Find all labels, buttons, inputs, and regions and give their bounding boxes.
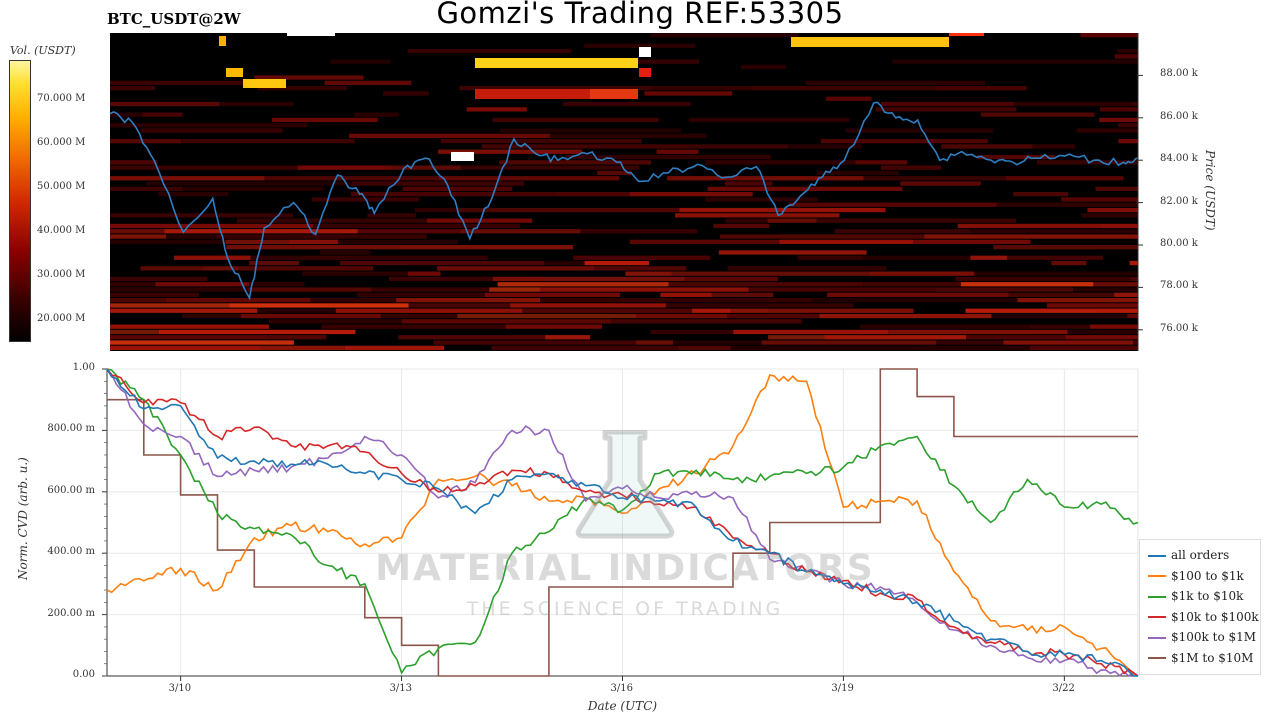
cvd-y-tick-label: 200.00 m [47,607,95,619]
chart-title: Gomzi's Trading REF:53305 [436,0,844,30]
legend-label: $1M to $10M [1171,650,1254,665]
price-tick-label: 82.00 k [1160,195,1198,207]
liquidity-wall [451,152,474,161]
colorbar-title: Vol. (USDT) [10,44,76,57]
date-axis-title: Date (UTC) [587,699,658,713]
legend-label: $1k to $10k [1171,589,1244,603]
legend-item: $1M to $10M [1148,651,1253,665]
legend-label: $100k to $1M [1171,630,1257,644]
cvd-y-tick-label: 800.00 m [47,423,95,435]
cvd-x-tick-label: 3/16 [610,683,633,694]
legend-item: $100 to $1k [1148,569,1244,583]
liquidity-wall [949,33,984,36]
liquidity-wall [226,68,243,77]
liquidity-wall [219,36,226,46]
cvd-x-tick-label: 3/13 [389,683,413,694]
legend-item: $10k to $100k [1148,610,1259,624]
legend: all orders $100 to $1k $1k to $10k $10k to … [1139,539,1261,675]
price-tick-label: 76.00 k [1160,322,1198,334]
price-tick-label: 80.00 k [1160,238,1198,249]
cvd-y-tick-label: 1.00 [72,362,95,373]
liquidity-wall [791,37,949,47]
price-tick-label: 88.00 k [1160,68,1198,80]
cvd-y-tick-label: 600.00 m [47,484,95,496]
liquidity-wall [475,89,590,99]
legend-item: all orders [1148,548,1229,562]
legend-swatch [1148,636,1166,639]
legend-swatch [1148,554,1166,557]
liquidity-wall [639,68,651,77]
liquidity-wall [243,79,286,88]
heatmap-chart [109,33,1143,351]
price-tick-label: 84.00 k [1160,153,1198,165]
cvd-x-tick-label: 3/19 [831,683,854,694]
liquidity-wall [590,89,638,99]
legend-label: $10k to $100k [1171,609,1259,624]
colorbar [9,60,31,342]
legend-swatch [1148,616,1166,618]
liquidity-wall [639,47,651,57]
colorbar-tick-label: 30.000 M [37,269,86,280]
cvd-y-tick-label: 0.00 [72,669,95,680]
price-tick-label: 86.00 k [1160,110,1198,122]
colorbar-tick-label: 20.000 M [37,313,86,324]
legend-swatch [1148,657,1166,659]
cvd-series-line [106,368,1138,677]
cvd-x-tick-label: 3/10 [168,683,192,694]
colorbar-tick-label: 50.000 M [37,181,86,192]
cvd-series-line [106,374,1139,677]
price-tick-label: 78.00 k [1160,280,1198,292]
colorbar-tick-label: 40.000 M [37,225,86,236]
colorbar-tick-label: 60.000 M [37,137,86,148]
price-line [109,101,1139,301]
cvd-series-line [106,368,1139,675]
cvd-y-tick-label: 400.00 m [47,546,95,558]
pair-label: BTC_USDT@2W [107,10,241,28]
legend-swatch [1148,595,1166,598]
cvd-series-line [106,368,1139,677]
legend-label: all orders [1171,548,1230,562]
legend-item: $1k to $10k [1148,589,1243,603]
cvd-x-tick-label: 3/22 [1052,683,1075,694]
liquidity-wall [287,33,335,36]
liquidity-wall [475,58,638,68]
colorbar-tick-label: 70.000 M [37,93,86,104]
cvd-series-line [106,368,1139,678]
cvd-series-line [107,368,1138,677]
heatmap-bands [110,33,1138,350]
legend-swatch [1148,575,1166,577]
cvd-axis-title: Norm. CVD (arb. u.) [16,457,30,580]
legend-label: $100 to $1k [1171,568,1244,583]
legend-item: $100k to $1M [1148,630,1256,644]
